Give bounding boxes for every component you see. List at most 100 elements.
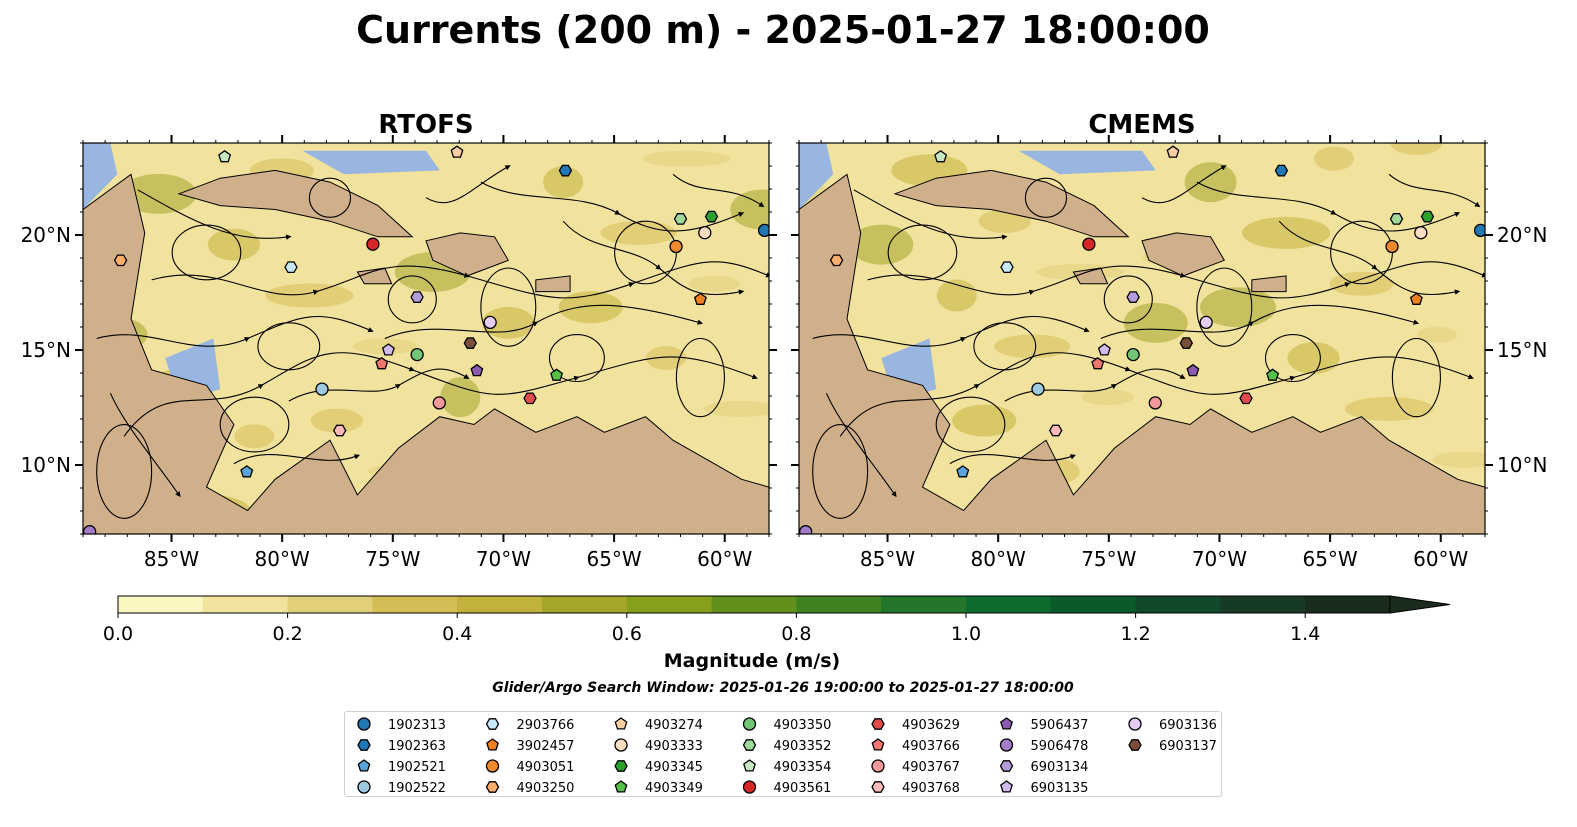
colorbar-segment (372, 596, 458, 613)
legend-label-4903350: 4903350 (774, 718, 832, 733)
float-marker-4903250 (113, 254, 128, 267)
cmems-land (893, 169, 1130, 238)
float-marker-4903629 (523, 392, 537, 405)
rtofs-streamline (562, 220, 745, 295)
rtofs-magnitude-patch (234, 424, 275, 449)
cmems-streamline (1388, 173, 1481, 208)
cmems-panel-title: CMEMS (1088, 110, 1195, 140)
rtofs-map-panel: RTOFS 85°W 80°W 75°W 70°W 65°W 60°W 20°N 15°N 10… (21, 110, 777, 571)
colorbar-segment (287, 596, 373, 613)
rtofs-streamline (425, 165, 511, 204)
lon-tick-label: 65°W (586, 547, 641, 571)
colorbar-segment (626, 596, 713, 613)
legend-marker-4903333 (614, 738, 628, 752)
rtofs-magnitude-patch (730, 189, 769, 230)
legend-label-4903629: 4903629 (902, 718, 960, 733)
legend-marker-4903766 (871, 738, 885, 751)
float-marker-4903350 (410, 347, 424, 362)
cmems-eddy-streamline (1264, 334, 1321, 383)
legend-label-4903352: 4903352 (774, 739, 832, 754)
legend-label-4903561: 4903561 (774, 781, 832, 796)
cmems-magnitude-patch (952, 404, 1017, 437)
cmems-land (1141, 232, 1226, 277)
cmems-magnitude-patch (1390, 143, 1443, 155)
rtofs-land (177, 169, 414, 238)
lon-tick-label: 75°W (365, 547, 420, 571)
float-marker-4903354 (934, 149, 948, 163)
float-marker-4903350 (1126, 347, 1140, 362)
rtofs-magnitude-patch (600, 220, 677, 245)
float-marker-4903051 (1385, 239, 1399, 254)
float-marker-3902457 (693, 292, 707, 305)
search-window-caption: Glider/Argo Search Window: 2025-01-26 19… (492, 680, 1074, 696)
colorbar-extend-arrow (1389, 595, 1451, 614)
legend-marker-6903135 (1000, 780, 1013, 793)
legend-marker-4903629 (871, 718, 885, 730)
cmems-streamline (825, 392, 897, 498)
colorbar-tick-label: 0.2 (272, 623, 302, 645)
float-marker-1902363 (1274, 164, 1289, 177)
colorbar-tick-label: 0.6 (612, 623, 642, 645)
colorbar-segment (202, 596, 289, 613)
cmems-magnitude-patch (1432, 451, 1485, 468)
legend-marker-4903345 (614, 760, 628, 772)
rtofs-shelf-water (302, 150, 440, 175)
float-marker-1902313 (1473, 223, 1485, 238)
float-marker-6903135 (381, 343, 395, 356)
figure-title: Currents (200 m) - 2025-01-27 18:00:00 (356, 8, 1210, 52)
legend-label-6903137: 6903137 (1159, 739, 1217, 754)
cmems-magnitude-patch (849, 224, 914, 265)
legend-label-6903136: 6903136 (1159, 718, 1217, 733)
cmems-magnitude-patch (1416, 326, 1457, 343)
rtofs-streamline (96, 315, 374, 347)
cmems-eddy-streamline (1024, 177, 1068, 218)
legend-label-4903354: 4903354 (774, 760, 832, 775)
lat-tick-label: 20°N (1497, 223, 1547, 247)
colorbar: 0.0 0.2 0.4 0.6 0.8 1.0 1.2 1.4 (103, 595, 1451, 645)
float-marker-4903766 (375, 356, 389, 370)
float-marker-4903051 (669, 239, 683, 254)
legend-marker-4903250 (485, 781, 500, 793)
rtofs-magnitude-patch (543, 166, 584, 199)
float-marker-4903629 (1239, 392, 1253, 405)
lon-tick-label: 85°W (144, 547, 199, 571)
lon-tick-label: 80°W (255, 547, 310, 571)
lat-tick-label: 10°N (21, 453, 71, 477)
cmems-streamline (1141, 165, 1227, 204)
lat-tick-label: 15°N (21, 338, 71, 362)
legend-marker-4903352 (742, 739, 757, 751)
float-marker-6903134 (1126, 291, 1140, 303)
legend-marker-4903051 (485, 759, 500, 773)
rtofs-magnitude-patch (440, 377, 481, 418)
cmems-shelf-water (1018, 150, 1156, 175)
cmems-eddy-streamline (973, 322, 1037, 371)
colorbar-segment (1135, 596, 1221, 613)
rtofs-streamline (137, 189, 292, 240)
cmems-eddy-streamline (887, 224, 958, 281)
rtofs-map-frame (82, 142, 770, 535)
lon-tick-label: 65°W (1302, 547, 1357, 571)
lon-tick-label: 60°W (1413, 547, 1468, 571)
rtofs-magnitude-patch (310, 408, 363, 433)
lon-tick-label: 70°W (1192, 547, 1247, 571)
legend-marker-4903767 (871, 759, 885, 773)
float-marker-4903274 (450, 145, 464, 158)
rtofs-eddy-streamline (219, 396, 290, 453)
legend-marker-4903349 (614, 780, 628, 793)
legend-label-4903766: 4903766 (902, 739, 960, 754)
legend-label-4903345: 4903345 (645, 760, 703, 775)
lat-tick-label: 15°N (1497, 338, 1547, 362)
float-marker-4903766 (1091, 356, 1105, 370)
cmems-magnitude-patch (1314, 146, 1355, 171)
rtofs-eddy-streamline (548, 334, 605, 383)
float-marker-4903768 (1048, 424, 1063, 437)
float-marker-4903345 (704, 210, 719, 223)
colorbar-tick-label: 1.0 (951, 623, 981, 645)
float-marker-6903135 (1097, 343, 1111, 356)
legend-marker-5906437 (1000, 717, 1013, 730)
legend-marker-4903274 (614, 717, 628, 730)
cmems-streamline (839, 352, 1474, 437)
rtofs-magnitude-patch (646, 346, 687, 371)
legend-marker-6903137 (1128, 739, 1142, 751)
